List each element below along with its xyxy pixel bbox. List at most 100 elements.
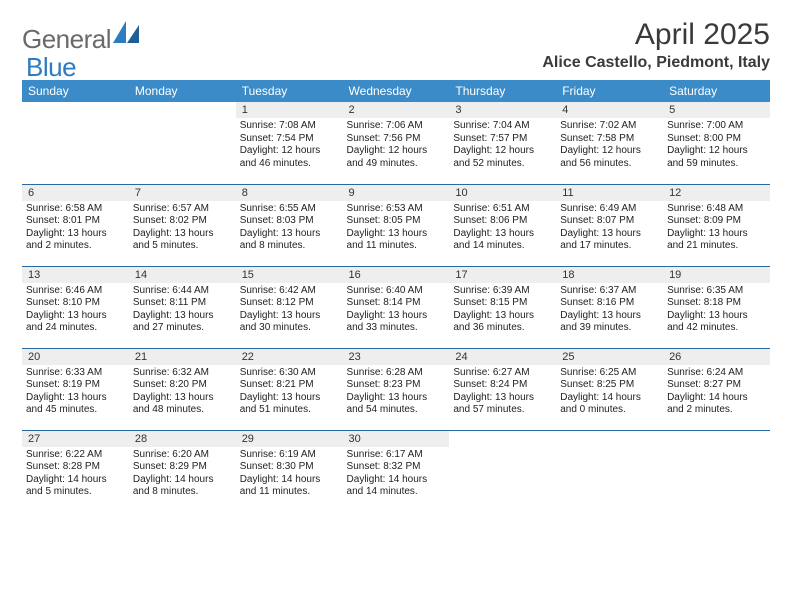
sunrise-text: Sunrise: 6:58 AM: [26, 203, 125, 216]
sunrise-text: Sunrise: 6:55 AM: [240, 203, 339, 216]
day-details: Sunrise: 6:49 AMSunset: 8:07 PMDaylight:…: [556, 201, 663, 255]
daylight1-text: Daylight: 14 hours: [26, 474, 125, 487]
daylight2-text: and 45 minutes.: [26, 404, 125, 417]
day-number: [556, 431, 663, 447]
sunset-text: Sunset: 8:01 PM: [26, 215, 125, 228]
daylight1-text: Daylight: 12 hours: [347, 145, 446, 158]
sunrise-text: Sunrise: 6:27 AM: [453, 367, 552, 380]
day-number: 3: [449, 102, 556, 118]
calendar-cell: 27Sunrise: 6:22 AMSunset: 8:28 PMDayligh…: [22, 430, 129, 512]
calendar-cell: 3Sunrise: 7:04 AMSunset: 7:57 PMDaylight…: [449, 102, 556, 184]
day-number: 2: [343, 102, 450, 118]
daylight1-text: Daylight: 12 hours: [560, 145, 659, 158]
sunrise-text: Sunrise: 6:51 AM: [453, 203, 552, 216]
sunrise-text: Sunrise: 6:57 AM: [133, 203, 232, 216]
day-number: 30: [343, 431, 450, 447]
calendar-cell: 17Sunrise: 6:39 AMSunset: 8:15 PMDayligh…: [449, 266, 556, 348]
day-number: 19: [663, 267, 770, 283]
calendar-cell: [129, 102, 236, 184]
daylight1-text: Daylight: 12 hours: [667, 145, 766, 158]
calendar-cell: 23Sunrise: 6:28 AMSunset: 8:23 PMDayligh…: [343, 348, 450, 430]
daylight2-text: and 39 minutes.: [560, 322, 659, 335]
sunset-text: Sunset: 8:12 PM: [240, 297, 339, 310]
brand-logo: General: [22, 24, 139, 55]
daylight1-text: Daylight: 13 hours: [667, 310, 766, 323]
weekday-header: Tuesday: [236, 80, 343, 102]
calendar-cell: 21Sunrise: 6:32 AMSunset: 8:20 PMDayligh…: [129, 348, 236, 430]
calendar-cell: 24Sunrise: 6:27 AMSunset: 8:24 PMDayligh…: [449, 348, 556, 430]
sunset-text: Sunset: 8:11 PM: [133, 297, 232, 310]
brand-text-blue-wrap: Blue: [26, 52, 76, 83]
day-details: Sunrise: 6:44 AMSunset: 8:11 PMDaylight:…: [129, 283, 236, 337]
day-number: 7: [129, 185, 236, 201]
calendar-cell: 20Sunrise: 6:33 AMSunset: 8:19 PMDayligh…: [22, 348, 129, 430]
calendar-cell: 19Sunrise: 6:35 AMSunset: 8:18 PMDayligh…: [663, 266, 770, 348]
day-details: Sunrise: 6:25 AMSunset: 8:25 PMDaylight:…: [556, 365, 663, 419]
day-number: 10: [449, 185, 556, 201]
daylight2-text: and 8 minutes.: [133, 486, 232, 499]
day-number: 9: [343, 185, 450, 201]
day-number: 4: [556, 102, 663, 118]
weekday-header: Friday: [556, 80, 663, 102]
day-details: Sunrise: 6:19 AMSunset: 8:30 PMDaylight:…: [236, 447, 343, 501]
day-number: 22: [236, 349, 343, 365]
daylight1-text: Daylight: 13 hours: [133, 392, 232, 405]
daylight1-text: Daylight: 13 hours: [453, 392, 552, 405]
daylight2-text: and 36 minutes.: [453, 322, 552, 335]
daylight1-text: Daylight: 13 hours: [240, 310, 339, 323]
calendar-cell: 14Sunrise: 6:44 AMSunset: 8:11 PMDayligh…: [129, 266, 236, 348]
sunrise-text: Sunrise: 6:20 AM: [133, 449, 232, 462]
day-details: Sunrise: 6:33 AMSunset: 8:19 PMDaylight:…: [22, 365, 129, 419]
weekday-header: Wednesday: [343, 80, 450, 102]
daylight2-text: and 57 minutes.: [453, 404, 552, 417]
daylight2-text: and 46 minutes.: [240, 158, 339, 171]
day-details: Sunrise: 6:39 AMSunset: 8:15 PMDaylight:…: [449, 283, 556, 337]
daylight2-text: and 24 minutes.: [26, 322, 125, 335]
sunset-text: Sunset: 8:16 PM: [560, 297, 659, 310]
day-details: Sunrise: 6:57 AMSunset: 8:02 PMDaylight:…: [129, 201, 236, 255]
daylight1-text: Daylight: 14 hours: [347, 474, 446, 487]
sunrise-text: Sunrise: 7:06 AM: [347, 120, 446, 133]
sunrise-text: Sunrise: 6:48 AM: [667, 203, 766, 216]
daylight1-text: Daylight: 12 hours: [453, 145, 552, 158]
daylight1-text: Daylight: 13 hours: [133, 228, 232, 241]
day-number: 8: [236, 185, 343, 201]
calendar-week-row: 6Sunrise: 6:58 AMSunset: 8:01 PMDaylight…: [22, 184, 770, 266]
day-number: 21: [129, 349, 236, 365]
daylight1-text: Daylight: 14 hours: [560, 392, 659, 405]
day-number: 16: [343, 267, 450, 283]
day-number: 18: [556, 267, 663, 283]
daylight1-text: Daylight: 13 hours: [453, 310, 552, 323]
day-details: Sunrise: 6:28 AMSunset: 8:23 PMDaylight:…: [343, 365, 450, 419]
sunset-text: Sunset: 7:54 PM: [240, 133, 339, 146]
sunset-text: Sunset: 8:25 PM: [560, 379, 659, 392]
sunrise-text: Sunrise: 7:00 AM: [667, 120, 766, 133]
brand-text-general: General: [22, 24, 111, 55]
day-number: [129, 102, 236, 118]
day-number: 1: [236, 102, 343, 118]
sunrise-text: Sunrise: 6:32 AM: [133, 367, 232, 380]
day-number: 28: [129, 431, 236, 447]
calendar-cell: 28Sunrise: 6:20 AMSunset: 8:29 PMDayligh…: [129, 430, 236, 512]
day-number: 13: [22, 267, 129, 283]
day-details: Sunrise: 6:27 AMSunset: 8:24 PMDaylight:…: [449, 365, 556, 419]
daylight2-text: and 42 minutes.: [667, 322, 766, 335]
calendar-cell: 12Sunrise: 6:48 AMSunset: 8:09 PMDayligh…: [663, 184, 770, 266]
daylight2-text: and 27 minutes.: [133, 322, 232, 335]
sunset-text: Sunset: 8:10 PM: [26, 297, 125, 310]
sunrise-text: Sunrise: 6:17 AM: [347, 449, 446, 462]
title-block: April 2025 Alice Castello, Piedmont, Ita…: [542, 18, 770, 72]
daylight2-text: and 2 minutes.: [667, 404, 766, 417]
sunset-text: Sunset: 8:21 PM: [240, 379, 339, 392]
daylight2-text: and 52 minutes.: [453, 158, 552, 171]
sunrise-text: Sunrise: 6:53 AM: [347, 203, 446, 216]
weekday-header: Sunday: [22, 80, 129, 102]
daylight1-text: Daylight: 13 hours: [347, 310, 446, 323]
calendar-week-row: 20Sunrise: 6:33 AMSunset: 8:19 PMDayligh…: [22, 348, 770, 430]
location-label: Alice Castello, Piedmont, Italy: [542, 54, 770, 72]
calendar-cell: 11Sunrise: 6:49 AMSunset: 8:07 PMDayligh…: [556, 184, 663, 266]
sunset-text: Sunset: 8:03 PM: [240, 215, 339, 228]
day-details: Sunrise: 6:22 AMSunset: 8:28 PMDaylight:…: [22, 447, 129, 501]
sunset-text: Sunset: 8:30 PM: [240, 461, 339, 474]
calendar-week-row: 1Sunrise: 7:08 AMSunset: 7:54 PMDaylight…: [22, 102, 770, 184]
